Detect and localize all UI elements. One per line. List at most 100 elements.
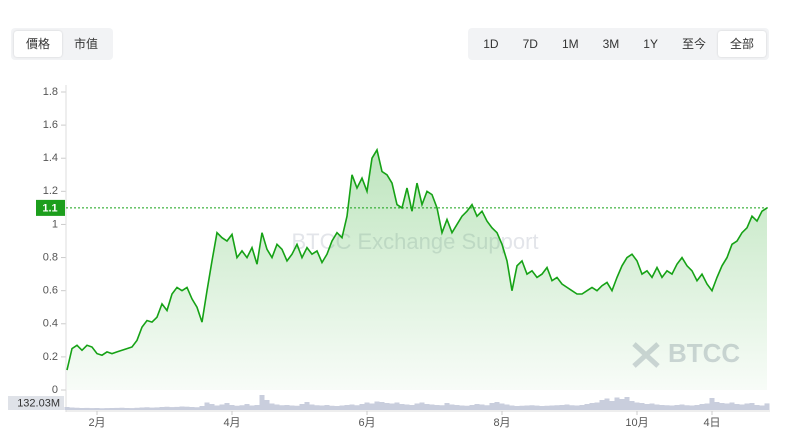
volume-bar — [584, 404, 590, 410]
volume-bar — [524, 405, 530, 410]
metric-tabs: 價格 市值 — [11, 28, 114, 60]
volume-bar — [619, 399, 625, 410]
tab[interactable]: 價格 — [14, 31, 63, 57]
volume-bar — [339, 405, 345, 410]
x-tick-label: 6月 — [358, 417, 375, 429]
volume-bar — [299, 404, 305, 410]
y-tick-label: 0.4 — [43, 318, 58, 330]
volume-bar — [454, 405, 460, 410]
volume-bar — [319, 405, 325, 410]
tab[interactable]: 至今 — [681, 37, 706, 51]
volume-bar — [694, 405, 700, 410]
tab[interactable]: 7D — [522, 37, 538, 51]
volume-bar — [149, 407, 155, 410]
y-tick-label: 1.6 — [43, 119, 58, 131]
volume-bar — [489, 403, 495, 410]
volume-bar — [669, 405, 675, 410]
volume-bar — [404, 404, 410, 410]
volume-bar — [119, 407, 125, 410]
volume-bar — [429, 404, 435, 410]
volume-bar — [479, 404, 485, 410]
volume-bar — [189, 407, 195, 410]
volume-bar — [629, 401, 635, 410]
volume-bar — [514, 406, 520, 410]
volume-bar — [539, 406, 545, 410]
volume-bar — [614, 397, 620, 410]
tab[interactable]: 1M — [561, 37, 579, 51]
volume-bar — [124, 408, 130, 410]
volume-bar — [649, 403, 655, 410]
volume-bar — [729, 402, 735, 410]
volume-bar — [469, 405, 475, 410]
area — [67, 149, 767, 390]
volume-bar — [574, 405, 580, 410]
volume-label: 132.03M — [17, 397, 60, 409]
y-tick-label: 1.2 — [43, 185, 58, 197]
y-tick-label: 0.8 — [43, 251, 58, 263]
volume-bar — [379, 402, 385, 410]
volume-bar — [759, 405, 765, 410]
volume-bar — [284, 405, 290, 410]
volume-bar — [74, 407, 80, 410]
volume-bar — [719, 403, 725, 410]
volume-bar — [224, 403, 230, 410]
volume-bar — [349, 404, 355, 410]
volume-bar — [394, 402, 400, 410]
tab[interactable]: 市值 — [74, 37, 99, 51]
volume-bar — [424, 404, 430, 410]
volume-bar — [604, 398, 610, 410]
volume-bar — [274, 404, 280, 410]
volume-bar — [194, 407, 200, 410]
volume-bar — [449, 404, 455, 410]
x-tick-label: 4月 — [223, 417, 240, 429]
tab[interactable]: 1Y — [643, 37, 658, 51]
volume-bar — [244, 404, 250, 410]
volume-bar — [84, 407, 90, 410]
volume-bar — [439, 405, 445, 410]
volume-bar — [624, 397, 630, 410]
volume-bar — [739, 404, 745, 410]
y-tick-label: 1.8 — [43, 86, 58, 98]
x-tick-label: 8月 — [493, 417, 510, 429]
volume-bar — [414, 403, 420, 410]
volume-bar — [209, 404, 215, 410]
tab[interactable]: 全部 — [717, 31, 766, 57]
volume-bar — [89, 408, 95, 410]
volume-bar — [594, 402, 600, 410]
volume-bar — [259, 395, 265, 410]
tab[interactable]: 3M — [602, 37, 620, 51]
volume-bar — [104, 408, 110, 410]
volume-bar — [329, 405, 335, 410]
volume-bar — [674, 405, 680, 410]
volume-bar — [169, 407, 175, 410]
volume-bar — [179, 406, 185, 410]
volume-bar — [294, 405, 300, 410]
volume-bar — [699, 404, 705, 410]
volume-bar — [314, 405, 320, 410]
volume-bar — [204, 402, 210, 410]
volume-bar — [109, 408, 115, 410]
tab[interactable]: 1D — [483, 37, 499, 51]
volume-bar — [579, 405, 585, 410]
volume-bar — [504, 404, 510, 410]
volume-bar — [64, 407, 70, 410]
volume-bar — [324, 405, 330, 410]
volume-bar — [129, 408, 135, 410]
range-tabs: 1D 7D 1M 3M 1Y 至今 全部 — [468, 28, 769, 60]
line — [66, 147, 768, 371]
volume-bar — [499, 403, 505, 410]
y-tick-label: 0 — [52, 384, 58, 396]
volume-bar — [279, 405, 285, 410]
volume-bar — [264, 400, 270, 410]
volume-bar — [564, 404, 570, 410]
volume-bar — [689, 405, 695, 410]
volume-bar — [634, 402, 640, 410]
current-price-label: 1.1 — [42, 202, 57, 214]
volume-bar — [549, 405, 555, 410]
volume-bar — [474, 404, 480, 410]
y-tick-label: 1 — [52, 218, 58, 230]
x-tick-label: 4日 — [703, 417, 720, 429]
volume-bar — [334, 406, 340, 410]
volume-bar — [484, 405, 490, 410]
